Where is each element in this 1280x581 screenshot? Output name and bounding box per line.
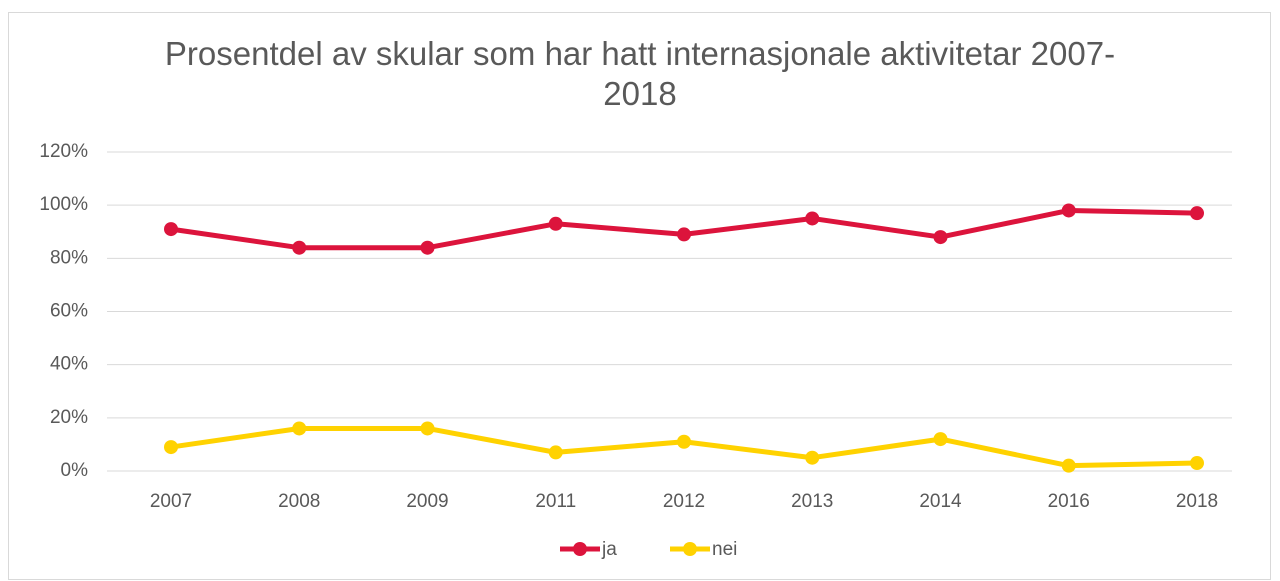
legend-marker <box>573 542 587 556</box>
x-tick-label: 2012 <box>663 491 705 512</box>
x-tick-label: 2008 <box>278 491 320 512</box>
y-tick-label: 60% <box>50 301 88 322</box>
marker <box>805 211 820 226</box>
marker <box>420 240 435 255</box>
y-tick-label: 100% <box>39 194 88 215</box>
marker <box>1190 456 1204 471</box>
marker <box>933 230 948 245</box>
legend-label: nei <box>712 539 737 560</box>
marker <box>164 222 178 237</box>
legend-marker <box>683 542 697 556</box>
chart-border <box>8 12 1271 580</box>
marker <box>677 227 691 242</box>
chart-title: Prosentdel av skular som har hatt intern… <box>164 35 1116 112</box>
x-tick-label: 2016 <box>1048 491 1090 512</box>
marker <box>164 440 178 455</box>
y-tick-label: 80% <box>50 247 88 268</box>
y-tick-label: 0% <box>61 460 89 481</box>
x-tick-label: 2018 <box>1176 491 1218 512</box>
marker <box>1061 203 1076 218</box>
y-tick-label: 40% <box>50 354 88 375</box>
x-tick-label: 2014 <box>919 491 962 512</box>
x-tick-label: 2013 <box>791 491 833 512</box>
marker <box>548 216 563 231</box>
marker <box>805 450 820 465</box>
x-tick-label: 2011 <box>535 491 576 512</box>
marker <box>933 432 948 447</box>
y-tick-label: 120% <box>39 141 88 162</box>
marker <box>1061 458 1076 473</box>
marker <box>677 434 691 449</box>
marker <box>292 421 307 436</box>
x-tick-label: 2009 <box>406 491 448 512</box>
y-tick-label: 20% <box>50 407 88 428</box>
legend-label: ja <box>601 539 617 560</box>
x-tick-label: 2007 <box>150 491 192 512</box>
marker <box>292 240 307 255</box>
marker <box>548 445 563 460</box>
marker <box>1190 206 1204 221</box>
marker <box>420 421 435 436</box>
